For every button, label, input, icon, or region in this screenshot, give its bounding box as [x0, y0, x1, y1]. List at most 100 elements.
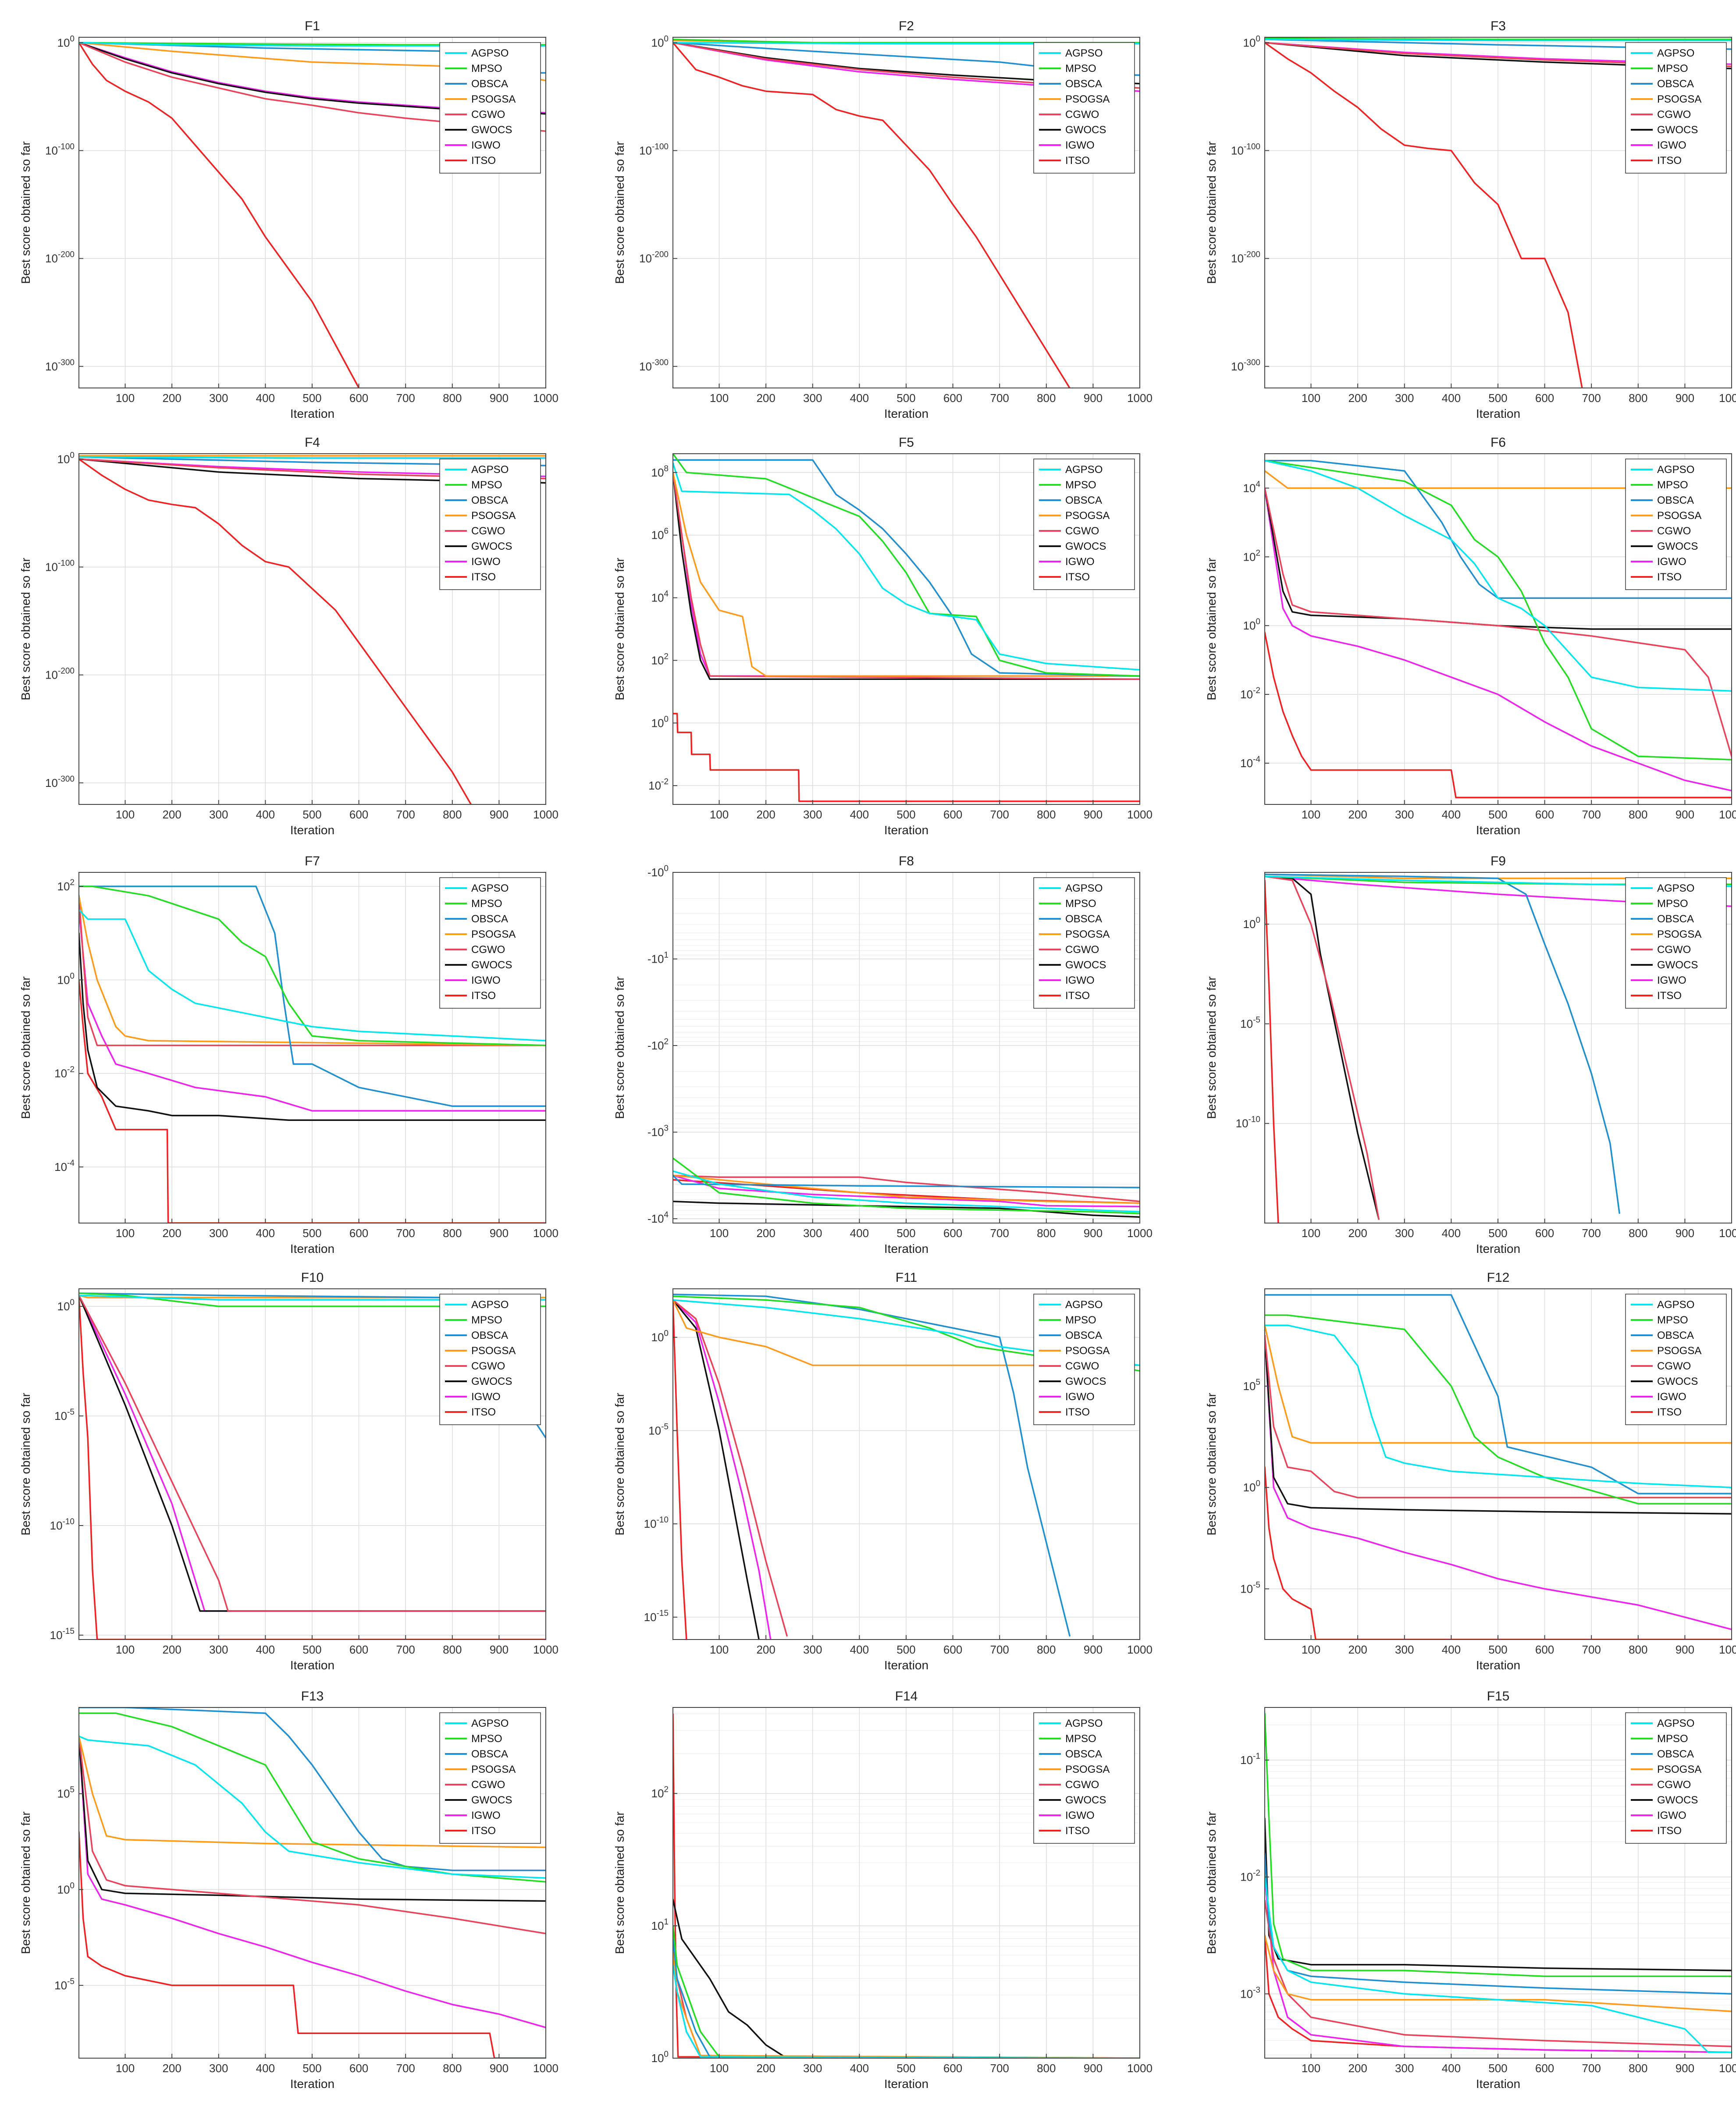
legend-item-obsca: OBSCA — [1039, 1330, 1102, 1341]
legend-item-mpso: MPSO — [1039, 898, 1096, 910]
legend-label: CGWO — [471, 1360, 505, 1372]
series-line-itso — [673, 713, 1140, 802]
legend-item-cgwo: CGWO — [1039, 109, 1099, 121]
chart-f1: 100 200 300 400 500 600 700 800 900 1000 100 10-100… — [19, 19, 559, 420]
series-line-agpso — [79, 456, 546, 459]
legend-label: AGPSO — [1657, 464, 1694, 476]
series-line-cgwo — [673, 1174, 1140, 1202]
x-tick-label: 400 — [1442, 1227, 1461, 1240]
legend-label: MPSO — [1065, 1314, 1096, 1326]
y-tick-label: 10-4 — [1240, 755, 1260, 770]
legend-label: ITSO — [1065, 990, 1090, 1002]
series-line-itso — [79, 1831, 546, 2058]
x-tick-label: 900 — [490, 808, 509, 821]
x-tick-label: 500 — [1488, 1643, 1507, 1656]
y-axis-label: Best score obtained so far — [19, 1393, 32, 1535]
x-tick-label: 700 — [1582, 808, 1601, 821]
legend-item-itso: ITSO — [445, 571, 496, 583]
series-line-cgwo — [673, 1299, 788, 1637]
x-tick-label: 600 — [943, 391, 962, 405]
x-tick-label: 400 — [256, 1643, 275, 1656]
x-axis-label: Iteration — [290, 2077, 334, 2091]
x-tick-label: 1000 — [1719, 1643, 1736, 1656]
series-line-igwo — [1265, 487, 1732, 792]
legend: AGPSO MPSO OBSCA PSOGSA CGWO GWOCS IGWO ITSO — [1625, 1712, 1727, 1844]
x-tick-label: 900 — [1676, 391, 1694, 405]
legend-item-gwocs: GWOCS — [1631, 1376, 1698, 1387]
legend-item-gwocs: GWOCS — [1631, 124, 1698, 136]
y-axis-label: Best score obtained so far — [613, 141, 626, 284]
legend-label: GWOCS — [1657, 1794, 1698, 1806]
legend-label: CGWO — [1065, 944, 1099, 956]
legend-item-cgwo: CGWO — [1631, 1360, 1691, 1372]
legend-item-obsca: OBSCA — [1039, 913, 1102, 925]
legend-label: MPSO — [471, 898, 502, 910]
legend-item-obsca: OBSCA — [445, 913, 508, 925]
series-line-psogsa — [673, 1299, 1140, 1366]
series-group — [79, 1292, 546, 1640]
legend-item-mpso: MPSO — [445, 898, 502, 910]
y-axis-label: Best score obtained so far — [19, 558, 32, 700]
x-tick-label: 700 — [1582, 391, 1601, 405]
x-tick-label: 600 — [349, 1227, 368, 1240]
legend-item-mpso: MPSO — [1039, 479, 1096, 491]
chart-title: F15 — [1487, 1689, 1510, 1704]
chart-title: F5 — [899, 435, 914, 450]
series-group — [1265, 459, 1732, 799]
x-tick-label: 800 — [1037, 808, 1056, 821]
y-tick-label: 100 — [57, 971, 75, 986]
series-line-obsca — [673, 1294, 1071, 1637]
legend-box — [1625, 42, 1727, 174]
x-tick-label: 1000 — [1127, 391, 1153, 405]
x-tick-label: 500 — [302, 2062, 321, 2075]
chart-f8: 100 200 300 400 500 600 700 800 900 1000 -100 -101 -… — [613, 854, 1153, 1256]
legend-label: ITSO — [1657, 990, 1682, 1002]
legend-label: MPSO — [471, 63, 502, 75]
legend-item-igwo: IGWO — [445, 1391, 501, 1403]
chart-f15: 100 200 300 400 500 600 700 800 900 1000 10-1 10-2 1… — [1205, 1689, 1736, 2091]
y-tick-label: 10-2 — [648, 777, 669, 792]
y-tick-label: 104 — [1243, 480, 1261, 494]
x-tick-label: 300 — [1395, 808, 1414, 821]
y-axis-label: Best score obtained so far — [19, 976, 32, 1119]
series-line-cgwo — [1265, 487, 1732, 757]
legend-label: GWOCS — [1065, 1794, 1106, 1806]
series-line-psogsa — [1265, 1324, 1732, 1444]
legend-item-agpso: AGPSO — [445, 882, 509, 894]
series-line-gwocs — [673, 1200, 1140, 1218]
x-axis-label: Iteration — [1476, 1242, 1520, 1256]
legend-item-mpso: MPSO — [1631, 1733, 1688, 1745]
y-tick-label: 100 — [651, 34, 669, 49]
y-axis-label: Best score obtained so far — [19, 141, 32, 284]
y-tick-label: -100 — [647, 864, 669, 879]
x-tick-label: 100 — [710, 2062, 729, 2075]
legend-item-obsca: OBSCA — [445, 494, 508, 506]
legend-item-obsca: OBSCA — [1631, 1330, 1694, 1341]
legend-item-agpso: AGPSO — [1631, 464, 1694, 476]
x-tick-label: 200 — [756, 2062, 775, 2075]
series-line-agpso — [1265, 39, 1732, 42]
legend-item-igwo: IGWO — [1631, 556, 1686, 568]
chart-title: F3 — [1491, 19, 1506, 33]
legend-item-psogsa: PSOGSA — [1631, 510, 1701, 522]
series-line-gwocs — [673, 472, 1140, 680]
legend-item-itso: ITSO — [445, 990, 496, 1002]
x-tick-label: 100 — [1302, 2062, 1320, 2075]
series-line-gwocs — [673, 1299, 760, 1640]
x-tick-label: 200 — [162, 1643, 181, 1656]
x-tick-label: 300 — [1395, 2062, 1414, 2075]
y-tick-label: 10-5 — [54, 1408, 75, 1423]
chart-title: F4 — [305, 435, 320, 450]
x-tick-label: 200 — [756, 391, 775, 405]
x-axis-label: Iteration — [1476, 1658, 1520, 1672]
legend-item-igwo: IGWO — [1039, 139, 1095, 151]
legend-label: AGPSO — [471, 882, 509, 894]
legend-label: PSOGSA — [1065, 928, 1110, 940]
legend-label: IGWO — [471, 556, 501, 568]
series-line-mpso — [673, 1295, 1140, 1372]
x-tick-label: 300 — [209, 1227, 228, 1240]
x-tick-label: 400 — [256, 391, 275, 405]
legend-item-agpso: AGPSO — [1039, 47, 1103, 59]
legend-label: PSOGSA — [1657, 1345, 1701, 1357]
chart-f7: 100 200 300 400 500 600 700 800 900 1000 102 100 10-… — [19, 854, 559, 1256]
